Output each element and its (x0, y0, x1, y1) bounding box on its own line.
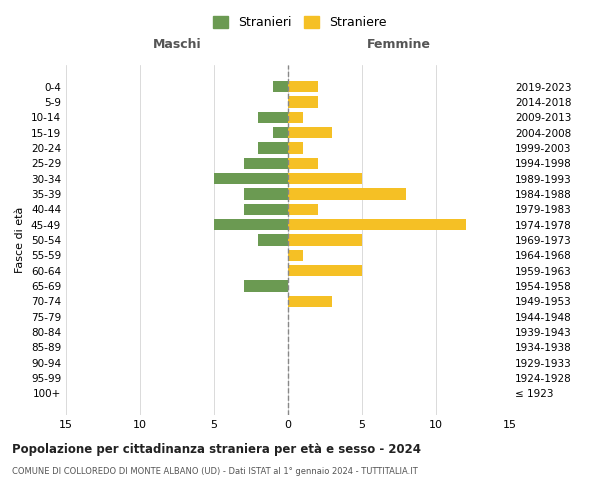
Legend: Stranieri, Straniere: Stranieri, Straniere (208, 11, 392, 34)
Bar (259, 142, 288, 154)
Bar (244, 204, 288, 215)
Bar (214, 173, 288, 184)
Bar (244, 158, 288, 169)
Bar (288, 158, 317, 169)
Bar (288, 142, 303, 154)
Text: COMUNE DI COLLOREDO DI MONTE ALBANO (UD) - Dati ISTAT al 1° gennaio 2024 - TUTTI: COMUNE DI COLLOREDO DI MONTE ALBANO (UD)… (12, 468, 418, 476)
Bar (244, 280, 288, 292)
Bar (244, 188, 288, 200)
Bar (288, 173, 362, 184)
Text: Popolazione per cittadinanza straniera per età e sesso - 2024: Popolazione per cittadinanza straniera p… (12, 442, 421, 456)
Bar (288, 296, 332, 307)
Bar (288, 204, 317, 215)
Bar (273, 81, 288, 92)
Bar (273, 127, 288, 138)
Text: Femmine: Femmine (367, 38, 431, 51)
Bar (288, 234, 362, 246)
Y-axis label: Fasce di età: Fasce di età (16, 207, 25, 273)
Bar (288, 96, 317, 108)
Bar (259, 112, 288, 123)
Bar (214, 219, 288, 230)
Bar (288, 219, 466, 230)
Bar (288, 81, 317, 92)
Bar (288, 188, 406, 200)
Bar (288, 250, 303, 261)
Bar (259, 234, 288, 246)
Bar (288, 127, 332, 138)
Text: Maschi: Maschi (152, 38, 202, 51)
Bar (288, 112, 303, 123)
Bar (288, 265, 362, 276)
